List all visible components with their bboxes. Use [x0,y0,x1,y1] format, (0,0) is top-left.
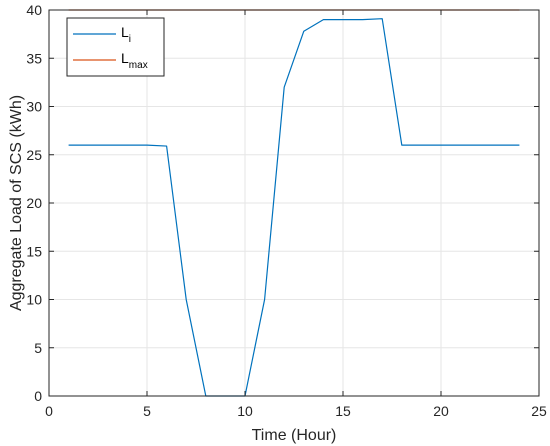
axis-ticks: 0 5 10 15 20 25 0 5 10 15 20 25 30 35 40 [26,2,547,419]
y-tick-label: 25 [26,147,42,163]
legend: Li Lmax [66,17,165,77]
y-tick-label: 40 [26,2,42,18]
y-tick-label: 30 [26,99,42,115]
x-tick-label: 25 [531,403,547,419]
x-tick-label: 15 [335,403,351,419]
legend-box [66,17,165,77]
x-tick-label: 10 [237,403,253,419]
y-tick-label: 15 [26,243,42,259]
x-tick-label: 5 [143,403,151,419]
legend-entry: Li [121,24,131,45]
y-axis-label: Aggregate Load of SCS (kWh) [8,95,25,311]
x-tick-label: 20 [433,403,449,419]
y-tick-label: 0 [34,388,42,404]
y-tick-label: 35 [26,50,42,66]
legend-entry: Lmax [121,50,148,71]
y-tick-label: 10 [26,292,42,308]
x-tick-label: 0 [45,403,53,419]
y-tick-label: 20 [26,195,42,211]
series-line-1 [68,18,520,397]
x-axis-label: Time (Hour) [252,427,337,444]
y-tick-label: 5 [34,340,42,356]
